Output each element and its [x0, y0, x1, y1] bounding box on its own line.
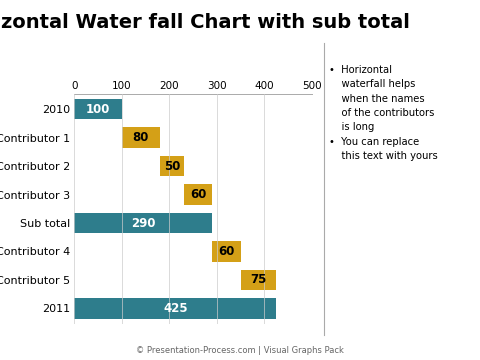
Text: 50: 50 — [164, 159, 180, 173]
Text: •  Horizontal
    waterfall helps
    when the names
    of the contributors
   : • Horizontal waterfall helps when the na… — [329, 65, 438, 161]
Bar — [240, 270, 276, 290]
Bar — [74, 298, 276, 319]
Text: 425: 425 — [163, 302, 188, 315]
Text: 75: 75 — [251, 273, 267, 287]
Bar — [74, 213, 212, 233]
Text: 290: 290 — [131, 216, 156, 230]
Text: © Presentation-Process.com | Visual Graphs Pack: © Presentation-Process.com | Visual Grap… — [136, 346, 344, 355]
Text: 60: 60 — [218, 245, 235, 258]
Bar — [212, 241, 240, 262]
Bar — [184, 184, 212, 205]
Bar — [122, 127, 160, 148]
Bar — [160, 156, 184, 176]
Text: 60: 60 — [190, 188, 206, 201]
Text: 100: 100 — [86, 103, 110, 116]
Text: Horizontal Water fall Chart with sub total: Horizontal Water fall Chart with sub tot… — [0, 13, 410, 32]
Text: 80: 80 — [133, 131, 149, 144]
Bar — [74, 99, 122, 120]
